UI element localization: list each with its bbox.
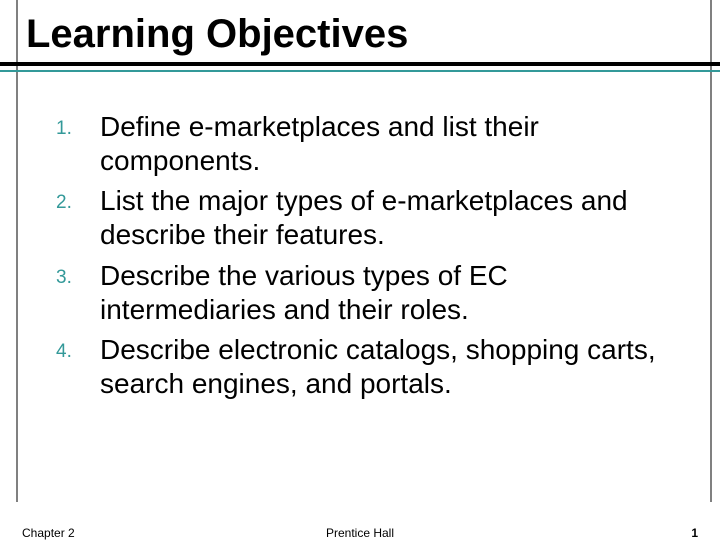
list-item: 1. Define e-marketplaces and list their … — [56, 110, 684, 178]
objectives-list: 1. Define e-marketplaces and list their … — [56, 110, 684, 401]
list-item: 3. Describe the various types of EC inte… — [56, 259, 684, 327]
list-text: Describe the various types of EC interme… — [100, 259, 684, 327]
list-number: 4. — [56, 333, 100, 363]
title-rule-thin — [0, 70, 720, 72]
list-text: Define e-marketplaces and list their com… — [100, 110, 684, 178]
list-number: 1. — [56, 110, 100, 140]
slide-title: Learning Objectives — [0, 0, 720, 63]
list-text: Describe electronic catalogs, shopping c… — [100, 333, 684, 401]
footer-page-number: 1 — [691, 526, 698, 540]
content-region: 1. Define e-marketplaces and list their … — [56, 110, 684, 492]
list-number: 2. — [56, 184, 100, 214]
footer-publisher: Prentice Hall — [326, 526, 394, 540]
footer-chapter: Chapter 2 — [22, 526, 75, 540]
title-rule-thick — [0, 62, 720, 66]
list-text: List the major types of e-marketplaces a… — [100, 184, 684, 252]
list-item: 2. List the major types of e-marketplace… — [56, 184, 684, 252]
list-item: 4. Describe electronic catalogs, shoppin… — [56, 333, 684, 401]
title-region: Learning Objectives — [0, 0, 720, 63]
list-number: 3. — [56, 259, 100, 289]
